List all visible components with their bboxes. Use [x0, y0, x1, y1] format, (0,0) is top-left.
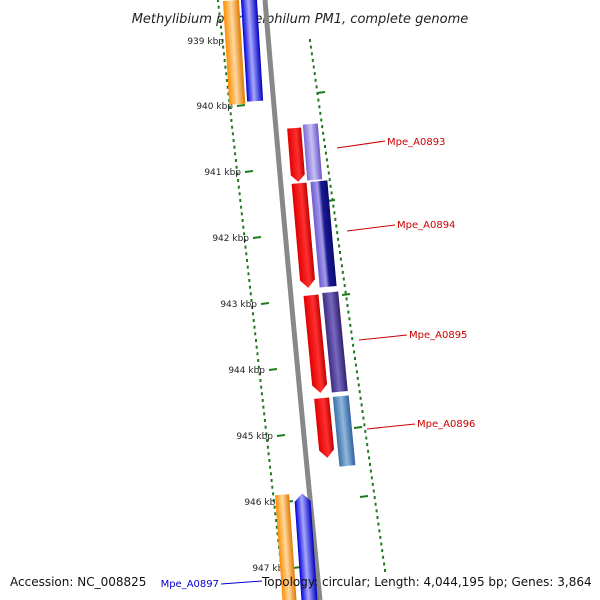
tick-label: 943 kbp [220, 300, 257, 310]
tick-mark [252, 236, 262, 239]
tick-label: 940 kbp [196, 102, 233, 112]
gene-leader-line [336, 140, 386, 149]
gene-box-steel [332, 395, 356, 467]
gene-box-purple-1 [302, 123, 323, 181]
map-title: Methylibium petroleiphilum PM1, complete… [132, 12, 469, 27]
tick-mark [268, 368, 278, 371]
tick-label: 941 kbp [204, 168, 241, 178]
genome-backbone [262, 0, 323, 600]
ruler-track-right [309, 39, 386, 572]
gene-labels: Mpe_A0893 Mpe_A0894 Mpe_A0895 Mpe_A0896 Mpe_… [161, 137, 476, 590]
tick-mark [341, 293, 351, 296]
gene-box-purple-2 [310, 180, 337, 288]
gene-label[interactable]: Mpe_A0893 [387, 137, 445, 148]
tick-label: 942 kbp [212, 234, 249, 244]
gene-arrow-mpe-a0894 [291, 182, 315, 288]
gene-label[interactable]: Mpe_A0896 [417, 419, 475, 430]
gene-label[interactable]: Mpe_A0894 [397, 220, 455, 231]
gene-leader-line [358, 334, 408, 341]
gene-leader-line [366, 423, 416, 430]
gene-leader-line [220, 580, 263, 585]
gene-arrow-mpe-a0893 [287, 127, 305, 182]
tick-mark [236, 104, 246, 107]
gene-feature-bottom [275, 493, 318, 600]
gene-box-purple-3 [322, 291, 348, 393]
tick-label: 939 kbp [187, 37, 224, 47]
tick-mark [244, 170, 254, 173]
gene-arrow-mpe-a0895 [303, 294, 328, 393]
tick-mark [359, 495, 369, 498]
tick-label: 944 kbp [228, 366, 265, 376]
tick-mark [260, 302, 270, 305]
accession-text: Accession: NC_008825 [10, 575, 146, 589]
ruler-dots: 939 kbp 940 kbp 941 kbp 942 kbp 943 kbp 944 k… [187, 0, 386, 600]
gene-label[interactable]: Mpe_A0895 [409, 330, 467, 341]
gene-feature-top-left [222, 0, 264, 105]
tick-mark [353, 426, 363, 429]
tick-mark [276, 434, 286, 437]
gene-arrow-mpe-a0896 [314, 397, 335, 458]
tick-label: 947 kbp [252, 564, 289, 574]
genome-summary-text: Topology: circular; Length: 4,044,195 bp… [261, 575, 592, 589]
tick-mark [316, 91, 326, 94]
gene-leader-line [346, 224, 396, 232]
tick-label: 946 kbp [244, 498, 281, 508]
gene-label[interactable]: Mpe_A0897 [161, 579, 219, 590]
tick-label: 945 kbp [236, 432, 273, 442]
